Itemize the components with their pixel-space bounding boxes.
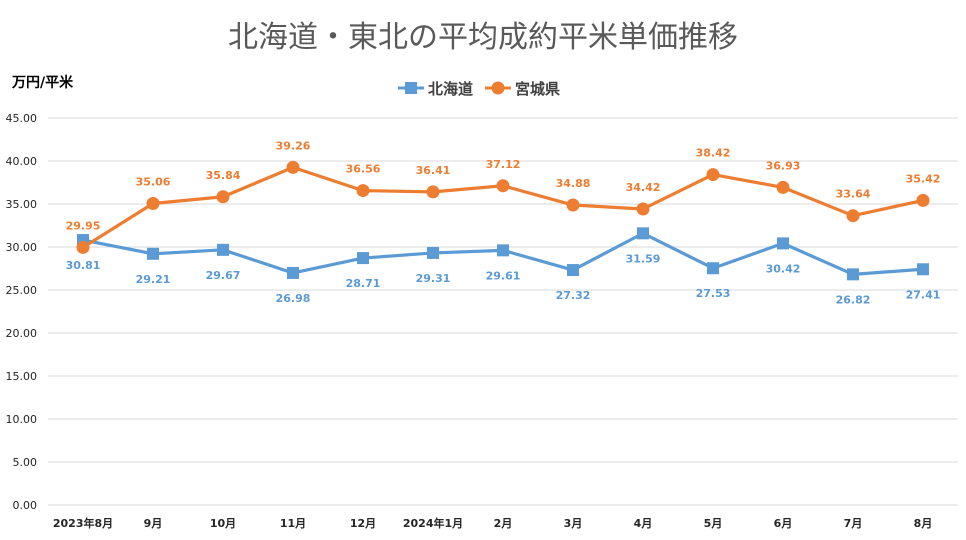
x-tick-label: 9月 <box>144 517 163 530</box>
gridlines <box>48 117 958 506</box>
data-label: 29.95 <box>66 219 101 232</box>
data-point-marker <box>847 268 859 281</box>
data-point-marker <box>146 196 160 210</box>
data-label: 37.12 <box>486 158 521 171</box>
data-label: 27.32 <box>556 289 591 302</box>
data-point-marker <box>76 240 90 254</box>
x-axis-ticks: 2023年8月 9月 10月 11月 12月 2024年1月 2月 3月 4月 5月 6月 7月 8月 <box>53 516 932 530</box>
data-label: 34.88 <box>556 177 591 190</box>
data-label: 29.67 <box>206 269 241 282</box>
data-label: 28.71 <box>346 277 381 290</box>
data-point-marker <box>286 160 300 174</box>
data-point-marker <box>706 168 720 182</box>
data-point-marker <box>637 227 649 240</box>
x-tick-label: 8月 <box>914 517 933 530</box>
data-label: 36.41 <box>416 164 451 177</box>
data-label: 31.59 <box>626 252 661 265</box>
y-axis-label: 万円/平米 <box>11 74 74 91</box>
x-tick-label: 2024年1月 <box>403 516 463 530</box>
series-2: 29.95 35.06 35.84 39.26 36.56 36.41 37.12 34.88… <box>66 139 941 254</box>
series-group: 30.81 29.21 29.67 26.98 28.71 29.31 29.61 27.32… <box>66 139 941 306</box>
data-point-marker <box>636 202 650 216</box>
data-label: 29.61 <box>486 269 521 282</box>
y-tick-label: 10.00 <box>6 413 38 426</box>
series-1: 30.81 29.21 29.67 26.98 28.71 29.31 29.61 27.32… <box>66 227 941 306</box>
legend-label: 北海道 <box>428 80 473 98</box>
data-point-marker <box>216 190 230 204</box>
data-point-marker <box>287 266 299 279</box>
data-point-marker <box>356 184 370 198</box>
data-label: 38.42 <box>696 147 731 160</box>
data-label: 27.41 <box>906 288 941 301</box>
x-tick-label: 5月 <box>704 517 723 530</box>
data-label: 29.31 <box>416 272 451 285</box>
data-point-marker <box>776 180 790 194</box>
y-tick-label: 20.00 <box>6 327 38 340</box>
data-label: 34.42 <box>626 181 661 194</box>
data-point-marker <box>707 262 719 275</box>
x-tick-label: 10月 <box>210 517 236 530</box>
data-point-marker <box>567 264 579 277</box>
data-point-marker <box>427 246 439 259</box>
data-point-marker <box>496 179 510 193</box>
y-axis-ticks: 0.00 5.00 10.00 15.00 20.00 25.00 30.00 35.00 40… <box>6 112 38 512</box>
data-point-marker <box>217 243 229 256</box>
data-point-marker <box>147 247 159 260</box>
data-point-marker <box>917 263 929 276</box>
x-tick-label: 11月 <box>280 517 306 530</box>
data-label: 26.82 <box>836 293 871 306</box>
data-label: 26.98 <box>276 292 311 305</box>
legend-marker <box>491 81 505 95</box>
y-tick-label: 25.00 <box>6 284 38 297</box>
legend: 北海道 宮城県 <box>398 80 560 98</box>
data-point-marker <box>777 237 789 250</box>
x-tick-label: 12月 <box>350 517 376 530</box>
y-tick-label: 45.00 <box>6 112 38 125</box>
y-tick-label: 35.00 <box>6 198 38 211</box>
data-label: 29.21 <box>136 273 171 286</box>
data-label: 36.93 <box>766 159 801 172</box>
data-label: 30.42 <box>766 262 801 275</box>
y-tick-label: 30.00 <box>6 241 38 254</box>
data-point-marker <box>357 252 369 265</box>
data-point-marker <box>846 209 860 223</box>
x-tick-label: 6月 <box>774 517 793 530</box>
data-label: 30.81 <box>66 259 101 272</box>
y-tick-label: 15.00 <box>6 370 38 383</box>
x-tick-label: 2月 <box>494 517 513 530</box>
chart-title: 北海道・東北の平均成約平米単価推移 <box>228 20 738 55</box>
x-tick-label: 3月 <box>564 517 583 530</box>
data-label: 35.06 <box>136 175 171 188</box>
x-tick-label: 7月 <box>844 517 863 530</box>
data-point-marker <box>566 198 580 212</box>
y-tick-label: 5.00 <box>13 456 38 469</box>
data-label: 27.53 <box>696 287 731 300</box>
x-tick-label: 2023年8月 <box>53 516 113 530</box>
data-label: 39.26 <box>276 139 311 152</box>
data-label: 35.42 <box>906 172 941 185</box>
data-label: 35.84 <box>206 169 241 182</box>
data-point-marker <box>916 193 930 207</box>
legend-marker <box>405 82 417 94</box>
data-label: 36.56 <box>346 163 381 176</box>
x-tick-label: 4月 <box>634 517 653 530</box>
y-tick-label: 40.00 <box>6 155 38 168</box>
data-point-marker <box>426 185 440 199</box>
legend-label: 宮城県 <box>515 80 560 98</box>
y-tick-label: 0.00 <box>13 499 38 512</box>
data-point-marker <box>497 244 509 257</box>
data-label: 33.64 <box>836 188 871 201</box>
